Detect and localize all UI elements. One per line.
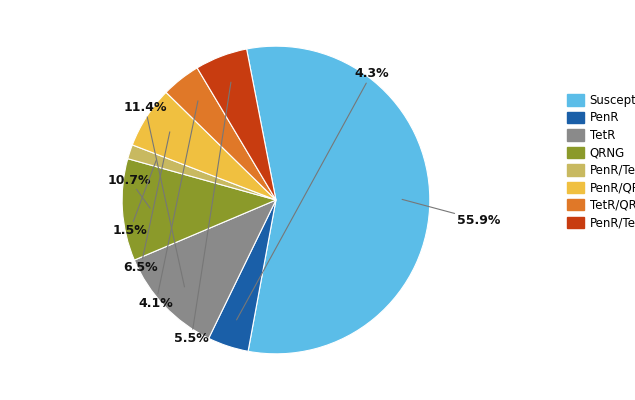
Wedge shape [128,145,276,200]
Text: 5.5%: 5.5% [174,82,231,345]
Wedge shape [166,68,276,200]
Text: 6.5%: 6.5% [123,132,170,274]
Text: 4.1%: 4.1% [138,101,198,310]
Text: 10.7%: 10.7% [108,174,152,208]
Wedge shape [135,200,276,338]
Text: 11.4%: 11.4% [123,101,185,287]
Legend: Susceptible, PenR, TetR, QRNG, PenR/TetR, PenR/QRNG, TetR/QRNG, PenR/TetR/QRNG: Susceptible, PenR, TetR, QRNG, PenR/TetR… [567,94,635,229]
Wedge shape [132,92,276,200]
Wedge shape [122,159,276,260]
Wedge shape [197,49,276,200]
Wedge shape [209,200,276,351]
Text: 4.3%: 4.3% [237,67,389,320]
Wedge shape [246,46,430,354]
Text: 55.9%: 55.9% [402,199,501,226]
Text: 1.5%: 1.5% [112,160,156,237]
